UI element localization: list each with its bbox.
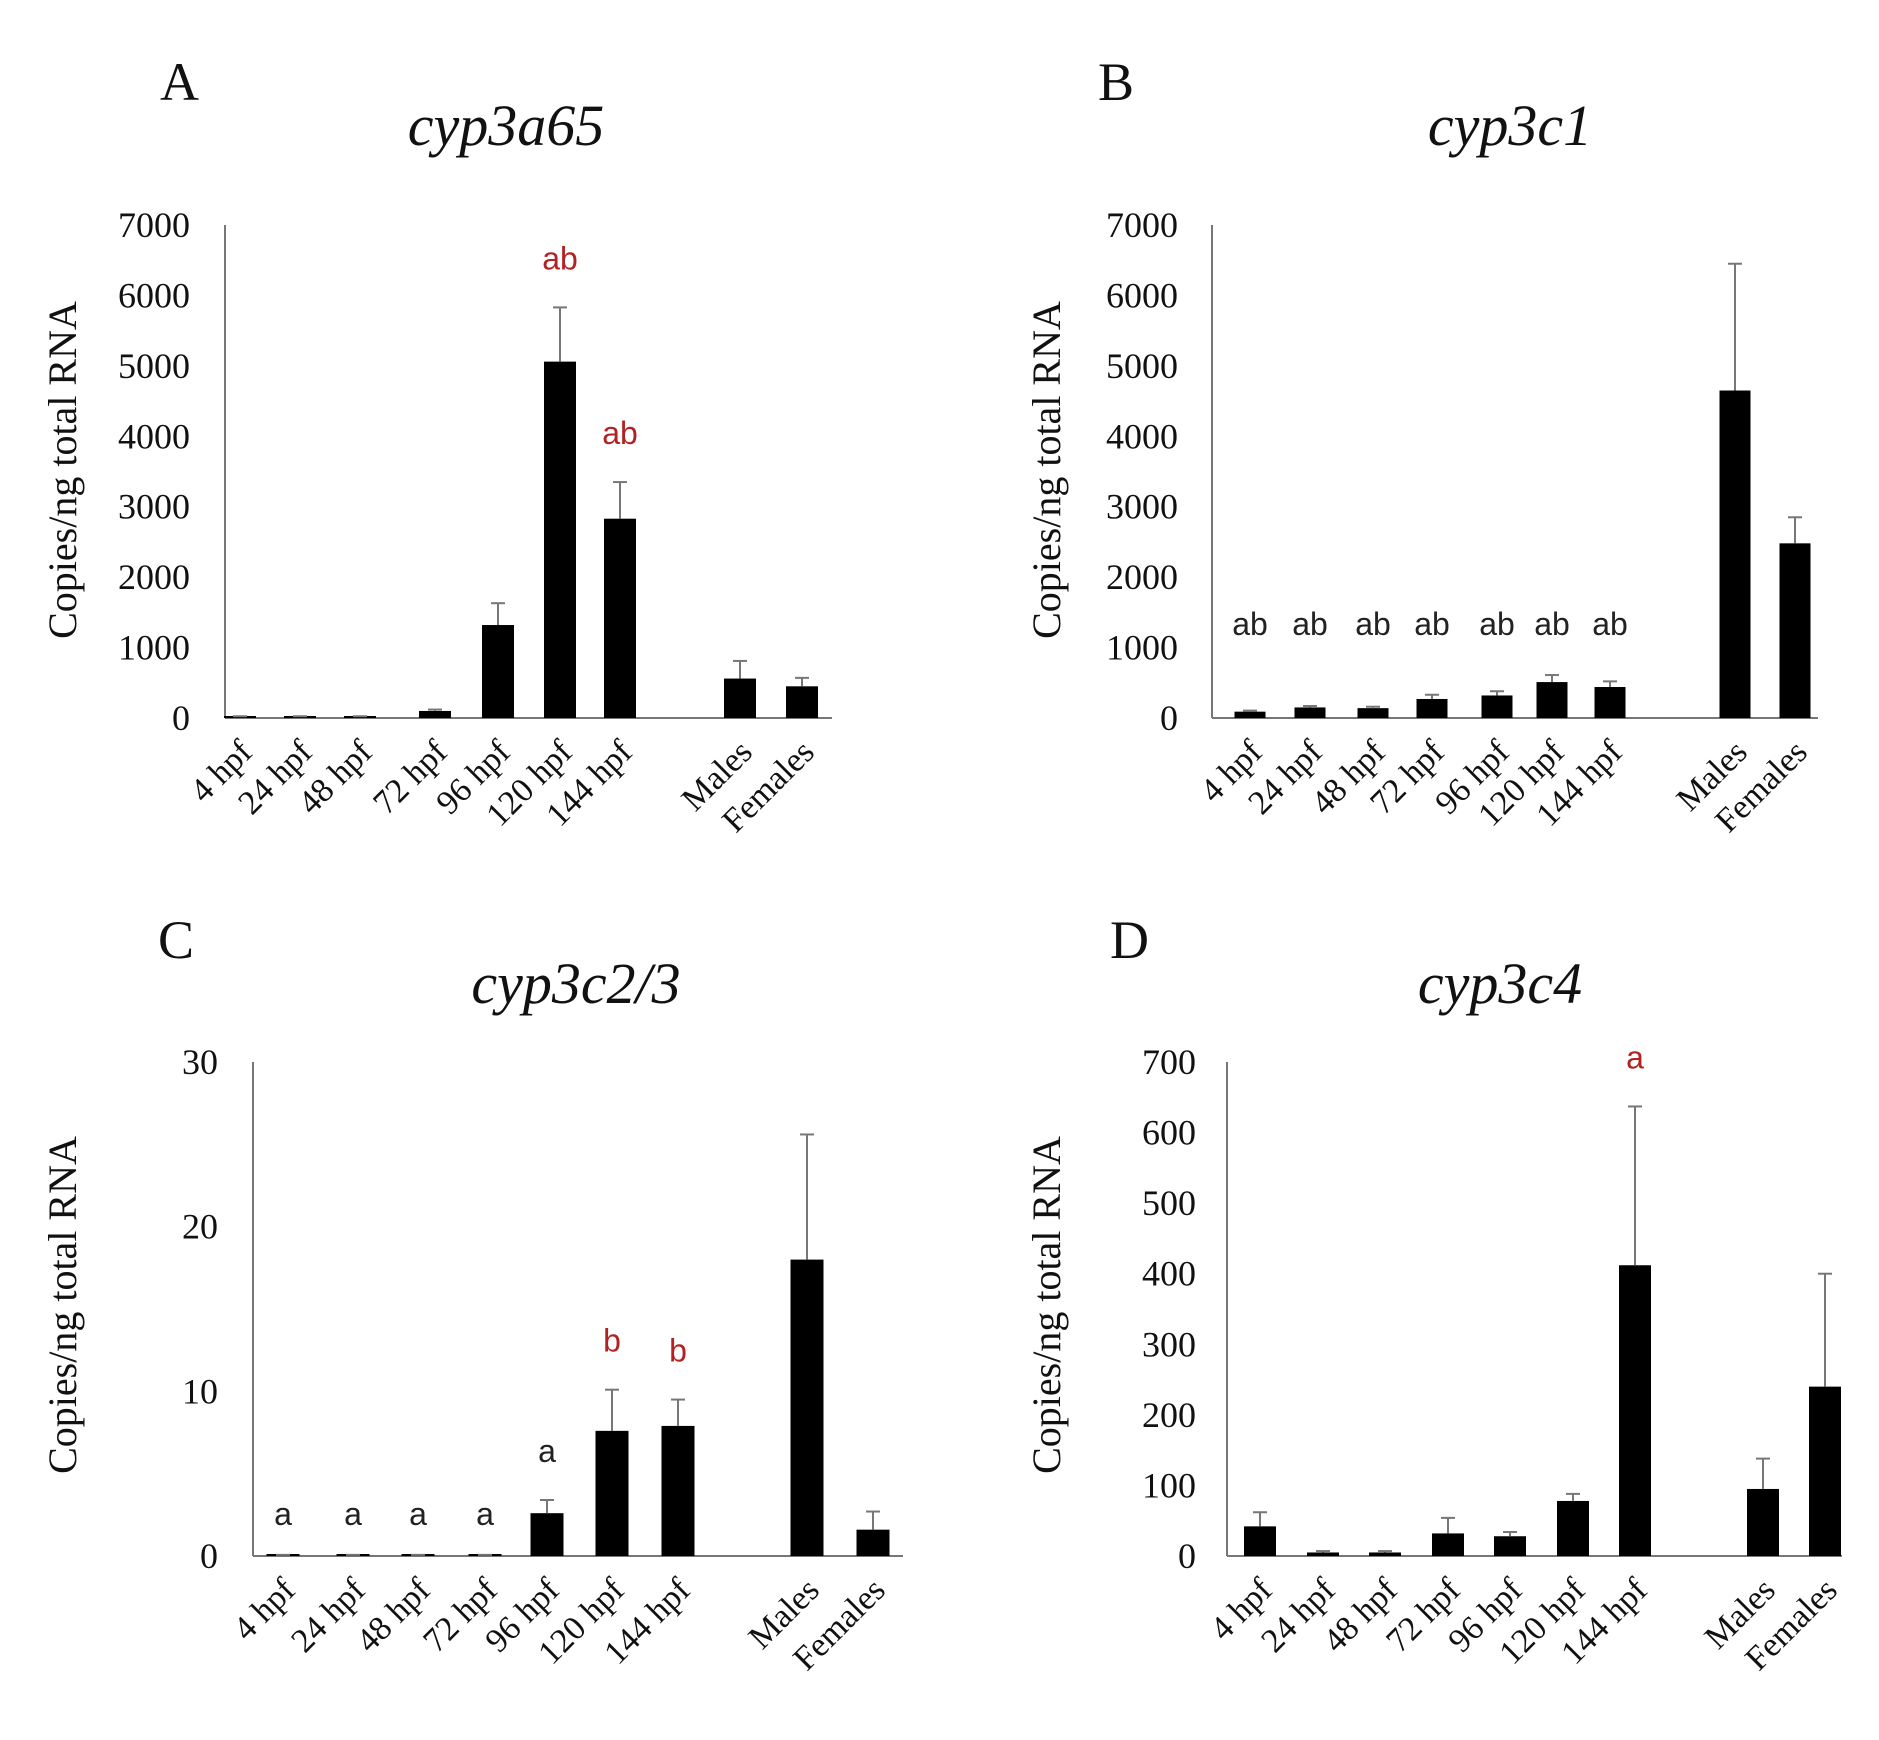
y-tick-label-a: 3000 [118,487,190,527]
y-axis-label-c: Copies/ng total RNA [40,1136,85,1474]
y-tick-label-b: 1000 [1106,628,1178,668]
bar-d-24-hpf [1307,1552,1339,1556]
bar-b-24-hpf [1294,707,1326,718]
y-axis-label-a: Copies/ng total RNA [40,301,85,639]
bar-d-females [1809,1386,1841,1556]
y-tick-label-d: 600 [1142,1113,1196,1153]
y-tick-label-d: 0 [1178,1536,1196,1576]
y-tick-label-d: 700 [1142,1042,1196,1082]
y-tick-label-d: 100 [1142,1465,1196,1505]
y-tick-label-d: 400 [1142,1254,1196,1294]
bar-d-120-hpf [1557,1500,1589,1556]
bar-b-4-hpf [1234,711,1266,718]
panel-letter-b: B [1098,52,1134,112]
bar-c-96-hpf [530,1513,564,1556]
chart-title-cyp3c2-3: cyp3c2/3 [471,951,680,1016]
bar-d-72-hpf [1432,1533,1464,1556]
y-tick-label-b: 6000 [1106,275,1178,315]
bar-b-48-hpf [1357,708,1389,718]
chart-title-cyp3c4: cyp3c4 [1418,951,1582,1016]
panel-c: C cyp3c2/3 Copies/ng total RNA 30 20 10 0 a 4… [40,910,903,1678]
significance-label-b-144-hpf: ab [1592,606,1628,642]
bar-c-males [790,1259,824,1556]
bar-a-144-hpf [604,518,636,718]
significance-label-a-120-hpf: ab [542,240,578,276]
panel-a: A cyp3a65 Copies/ng total RNA 7000 6000 50… [40,52,832,840]
y-tick-label-b: 0 [1160,698,1178,738]
bar-a-96-hpf [482,625,514,718]
bar-b-females [1779,543,1811,718]
panel-letter-c: C [158,910,194,970]
y-tick-label-a: 5000 [118,346,190,386]
significance-label-c-120-hpf: b [603,1323,621,1359]
y-tick-label-c: 20 [182,1207,218,1247]
y-tick-label-a: 4000 [118,416,190,456]
chart-title-cyp3a65: cyp3a65 [408,93,605,158]
y-axis-label-b: Copies/ng total RNA [1024,301,1069,639]
bar-d-4-hpf [1244,1526,1276,1556]
panel-d: D cyp3c4 Copies/ng total RNA 700 600 500 40… [1024,910,1845,1678]
bar-d-144-hpf [1619,1265,1651,1556]
significance-label-c-96-hpf: a [538,1433,556,1469]
significance-label-b-120-hpf: ab [1534,606,1570,642]
bar-b-120-hpf [1536,682,1568,718]
y-tick-label-b: 5000 [1106,346,1178,386]
bar-b-males [1719,390,1751,718]
bar-d-males [1747,1488,1779,1556]
significance-label-b-48-hpf: ab [1355,606,1391,642]
y-tick-label-d: 300 [1142,1324,1196,1364]
significance-label-a-144-hpf: ab [602,415,638,451]
bar-a-72-hpf [419,710,451,718]
significance-label-c-4-hpf: a [274,1496,292,1532]
significance-label-c-144-hpf: b [669,1333,687,1369]
bar-a-males [724,678,756,718]
bar-c-females [856,1529,890,1556]
y-tick-label-a: 0 [172,698,190,738]
panel-b: B cyp3c1 Copies/ng total RNA 7000 6000 500… [1024,52,1818,840]
bar-b-96-hpf [1481,695,1513,718]
panel-letter-d: D [1110,910,1149,970]
significance-label-b-4-hpf: ab [1232,606,1268,642]
chart-title-cyp3c1: cyp3c1 [1428,93,1592,158]
x-tick-label-c-48-hpf: 48 hpf [349,1571,438,1660]
significance-label-b-96-hpf: ab [1479,606,1515,642]
bar-b-144-hpf [1594,687,1626,718]
bar-c-144-hpf [661,1425,695,1556]
y-tick-label-a: 7000 [118,205,190,245]
y-tick-label-c: 0 [200,1536,218,1576]
y-tick-label-b: 3000 [1106,487,1178,527]
y-axis-label-d: Copies/ng total RNA [1024,1136,1069,1474]
y-tick-label-c: 30 [182,1042,218,1082]
significance-label-b-24-hpf: ab [1292,606,1328,642]
bar-a-120-hpf [544,361,576,718]
bar-b-72-hpf [1416,698,1448,718]
y-tick-label-b: 2000 [1106,557,1178,597]
y-tick-label-a: 6000 [118,275,190,315]
x-tick-label-c-24-hpf: 24 hpf [284,1571,373,1660]
significance-label-d-144-hpf: a [1626,1039,1644,1075]
y-tick-label-d: 500 [1142,1183,1196,1223]
significance-label-b-72-hpf: ab [1414,606,1450,642]
significance-label-c-48-hpf: a [409,1496,427,1532]
y-tick-label-b: 7000 [1106,205,1178,245]
significance-label-c-24-hpf: a [344,1496,362,1532]
y-tick-label-c: 10 [182,1371,218,1411]
bar-d-96-hpf [1494,1536,1526,1556]
y-tick-label-d: 200 [1142,1395,1196,1435]
bar-d-48-hpf [1369,1552,1401,1556]
bar-c-120-hpf [595,1430,629,1556]
bar-a-females [786,686,818,718]
panel-letter-a: A [160,52,199,112]
y-tick-label-a: 1000 [118,628,190,668]
y-tick-label-b: 4000 [1106,416,1178,456]
significance-label-c-72-hpf: a [476,1496,494,1532]
y-tick-label-a: 2000 [118,557,190,597]
